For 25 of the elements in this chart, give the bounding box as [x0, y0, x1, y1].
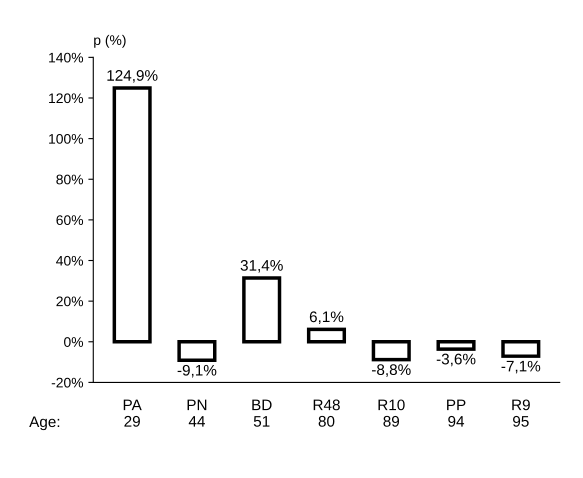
y-axis-title: p (%): [94, 34, 126, 48]
text: Age:: [29, 416, 60, 430]
y-tick-label: 20%: [56, 296, 84, 306]
y-tick-label: 100%: [49, 134, 84, 144]
y-tick-label: -20%: [52, 378, 84, 388]
x-tick-label: R10 89: [378, 399, 405, 427]
y-tick-label: 0%: [64, 337, 84, 347]
x-tick-label: R9 95: [512, 399, 530, 427]
x-tick-label: PN 44: [188, 400, 206, 427]
x-tick-label: PP 94: [447, 400, 466, 427]
x-tick-label: PA 29: [124, 400, 142, 427]
y-tick-label: 80%: [56, 174, 84, 184]
data-label: -7,1%: [502, 360, 540, 374]
y-tick-label: 60%: [56, 215, 84, 226]
data-label: -9,1%: [178, 364, 216, 378]
data-label: -3,6%: [436, 354, 476, 366]
data-label: 31,4%: [240, 260, 283, 273]
data-label: 124,9%: [107, 70, 158, 83]
y-tick-label: 140%: [49, 52, 84, 63]
x-tick-label: R48 80: [314, 399, 340, 427]
y-tick-label: 120%: [49, 93, 84, 104]
data-label: -8,8%: [372, 364, 411, 377]
x-tick-label: BD 51: [252, 400, 272, 427]
data-label: 6,1%: [310, 311, 344, 324]
y-tick-label: 40%: [56, 256, 84, 266]
